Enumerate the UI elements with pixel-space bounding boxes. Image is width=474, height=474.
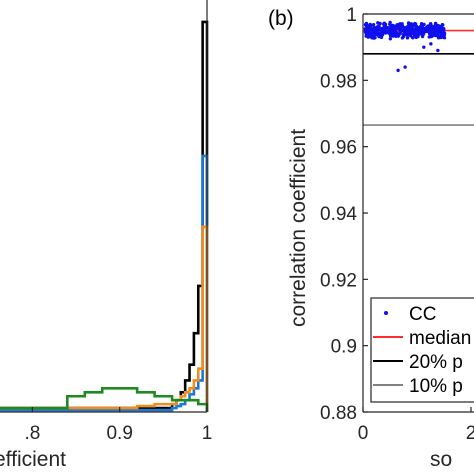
- cc-point: [434, 27, 438, 31]
- legend: CC median 20% p 10% p: [370, 297, 474, 403]
- cc-point: [378, 21, 382, 26]
- cc-point: [398, 28, 402, 32]
- cc-point: [382, 26, 386, 31]
- right-y-tick-label: 0.9: [331, 337, 357, 358]
- cc-point: [410, 35, 415, 40]
- legend-label: median: [409, 328, 471, 349]
- cc-point: [442, 27, 446, 31]
- cc-point: [364, 21, 369, 26]
- left-x-tick-label: 0.9: [106, 423, 132, 444]
- legend-label: CC: [409, 304, 436, 325]
- right-y-tick-label: 0.98: [320, 71, 357, 92]
- cc-point: [366, 26, 371, 31]
- cc-point: [433, 24, 438, 28]
- cc-point: [401, 28, 405, 32]
- cc-point: [404, 26, 408, 31]
- right-y-tick-label: 0.88: [320, 403, 357, 424]
- cc-point: [373, 29, 377, 34]
- legend-label: 10% p: [409, 376, 463, 397]
- cc-point: [388, 37, 393, 41]
- right-x-tick-label: 2: [466, 423, 474, 444]
- left-series-line-1: [0, 154, 209, 412]
- cc-point: [371, 22, 376, 27]
- cc-point: [389, 23, 393, 28]
- right-y-axis-label: correlation coefficient: [287, 129, 310, 327]
- cc-point: [400, 22, 404, 26]
- cc-point: [403, 32, 407, 37]
- right-x-tick-label: 0: [358, 423, 369, 444]
- cc-point: [440, 23, 445, 27]
- cc-point: [371, 35, 376, 39]
- left-histogram-panel: .8 0.9 1 efficient: [0, 0, 212, 471]
- cc-point: [429, 42, 433, 46]
- cc-point: [387, 26, 391, 30]
- cc-point: [418, 27, 422, 32]
- cc-point: [403, 65, 407, 69]
- cc-point: [419, 24, 423, 29]
- left-axes: .8 0.9 1: [0, 0, 212, 444]
- cc-point: [432, 31, 437, 35]
- cc-point: [377, 34, 381, 39]
- cc-point: [394, 30, 398, 35]
- cc-point: [406, 21, 411, 25]
- legend-label: 20% p: [409, 352, 463, 373]
- right-scatter-panel: (b) 0.88 0.9 0.92 0.94 0.96 0.98 1 0 2 correlati…: [268, 5, 474, 471]
- left-x-axis-label: efficient: [0, 448, 66, 471]
- right-plot-area: [363, 20, 474, 126]
- cc-point: [391, 34, 395, 38]
- cc-point: [426, 26, 431, 30]
- right-x-axis-label: so: [430, 448, 452, 471]
- cc-point: [396, 32, 400, 37]
- cc-point: [396, 68, 400, 73]
- cc-point: [386, 31, 391, 35]
- cc-point: [406, 30, 410, 34]
- left-series-line-0: [0, 20, 209, 412]
- cc-point: [375, 31, 380, 35]
- right-y-tick-label: 1: [346, 5, 357, 26]
- cc-point: [400, 36, 405, 40]
- cc-point: [427, 23, 432, 28]
- cc-point: [423, 29, 428, 34]
- cc-point: [399, 25, 404, 29]
- cc-point: [369, 24, 373, 29]
- left-series-line-2: [0, 225, 209, 412]
- panel-label-b: (b): [268, 7, 294, 30]
- left-series-group: [0, 20, 209, 412]
- cc-point: [436, 48, 440, 53]
- cc-point: [393, 24, 397, 28]
- right-y-tick-label: 0.94: [320, 204, 357, 225]
- cc-point: [365, 31, 369, 35]
- cc-point: [440, 29, 444, 34]
- cc-point: [382, 21, 387, 25]
- right-axes: 0.88 0.9 0.92 0.94 0.96 0.98 1 0 2: [320, 5, 474, 444]
- cc-point: [375, 26, 379, 30]
- cc-point: [410, 31, 415, 36]
- left-x-tick-label: 1: [202, 423, 213, 444]
- right-y-tick-label: 0.92: [320, 270, 357, 291]
- right-y-tick-label: 0.96: [320, 138, 357, 159]
- cc-point: [422, 45, 426, 49]
- left-x-tick-label: .8: [24, 423, 40, 444]
- cc-point: [414, 28, 418, 33]
- cc-point: [413, 21, 417, 26]
- cc-point: [394, 34, 398, 38]
- cc-point: [410, 26, 414, 30]
- cc-point: [392, 28, 397, 32]
- cc-point: [441, 33, 446, 37]
- cc-point: [421, 32, 426, 36]
- cc-point: [379, 33, 384, 37]
- cc-point: [405, 36, 410, 40]
- cc-point: [383, 31, 388, 35]
- legend-marker-dot: [384, 311, 388, 315]
- left-series-line-3: [0, 387, 209, 412]
